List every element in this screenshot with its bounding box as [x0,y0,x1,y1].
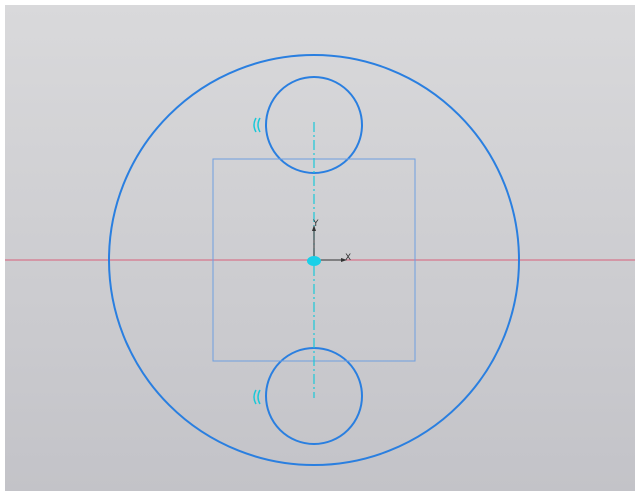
x-arrow-head [341,258,347,262]
concentric-constraint-bottom [253,389,261,405]
x-axis-label: X [345,253,351,263]
outer-circle[interactable] [108,54,520,466]
y-axis-label: Y [312,219,319,229]
concentric-constraint-top [253,117,261,133]
origin-point[interactable] [307,256,321,266]
y-arrow-head [312,225,316,231]
